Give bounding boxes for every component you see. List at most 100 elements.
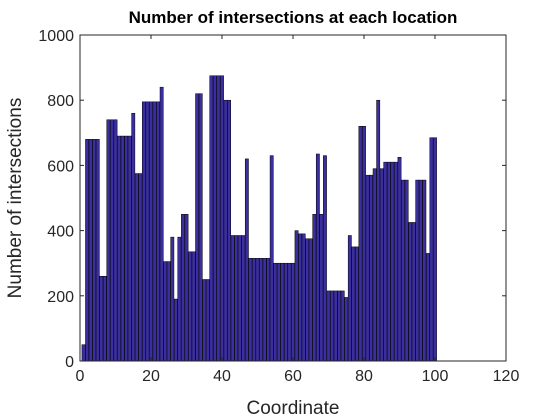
bar-18 [142, 101, 146, 362]
bar-53 [266, 258, 271, 362]
bar-47 [244, 158, 249, 362]
bar-33 [195, 93, 200, 362]
bar-24 [163, 261, 168, 362]
bar-58 [284, 262, 288, 362]
y-tick-label: 0 [65, 354, 74, 371]
bar-36 [205, 279, 210, 362]
bar-11 [117, 135, 121, 362]
bar-38 [213, 75, 217, 362]
bar-69 [323, 155, 327, 362]
x-axis-ticks: 0 20 40 60 80 100 120 [76, 35, 520, 385]
bar-2 [85, 139, 89, 362]
bar-100 [433, 137, 437, 362]
bar-80 [362, 126, 366, 362]
bar-64 [305, 238, 310, 362]
bar-65 [308, 238, 313, 362]
y-axis-label: Number of intersections [5, 98, 26, 299]
bar-19 [145, 101, 150, 362]
bar-74 [340, 290, 345, 362]
bar-45 [237, 235, 242, 362]
bar-15 [131, 112, 136, 362]
bar-67 [315, 153, 320, 362]
bar-5 [95, 139, 100, 362]
y-tick-label: 1000 [38, 28, 74, 45]
bar-29 [181, 214, 185, 362]
bar-1 [81, 344, 86, 362]
bar-93 [408, 222, 413, 362]
bar-49 [252, 258, 256, 362]
bar-20 [149, 101, 153, 362]
bar-39 [216, 75, 221, 362]
bar-85 [379, 168, 384, 362]
bar-71 [330, 290, 334, 362]
x-tick-label: 100 [422, 368, 449, 385]
bar-68 [319, 214, 324, 362]
x-tick-label: 60 [284, 368, 302, 385]
x-tick-label: 80 [355, 368, 373, 385]
bar-79 [358, 126, 363, 362]
bar-41 [223, 99, 228, 362]
x-axis-label: Coordinate [247, 398, 340, 419]
bar-46 [241, 235, 246, 362]
bar-70 [326, 290, 331, 362]
bar-22 [156, 101, 160, 362]
bar-34 [198, 93, 203, 362]
y-tick-label: 600 [47, 158, 74, 175]
x-tick-label: 40 [213, 368, 231, 385]
bar-62 [298, 233, 302, 362]
x-tick-label: 20 [142, 368, 160, 385]
bar-60 [291, 262, 295, 362]
y-axis-ticks: 0 200 400 600 800 1000 [38, 28, 506, 371]
bar-97 [422, 179, 427, 362]
bar-78 [355, 246, 359, 362]
bar-55 [273, 262, 278, 362]
bar-73 [337, 290, 342, 362]
bar-76 [347, 235, 352, 362]
bar-52 [262, 258, 267, 362]
bar-16 [134, 173, 139, 362]
bar-89 [394, 161, 398, 362]
bar-42 [227, 99, 231, 362]
x-tick-label: 120 [493, 368, 520, 385]
bar-13 [124, 135, 129, 362]
bar-26 [170, 236, 175, 362]
bar-94 [411, 222, 416, 362]
bar-61 [294, 230, 299, 362]
bar-95 [415, 179, 420, 362]
bar-8 [106, 119, 111, 362]
x-tick-label: 0 [76, 368, 85, 385]
bar-90 [397, 157, 402, 362]
bar-77 [351, 246, 356, 362]
bar-37 [209, 75, 214, 362]
bar-44 [234, 235, 239, 362]
bar-12 [120, 135, 125, 362]
bar-27 [173, 298, 178, 362]
bar-23 [159, 86, 164, 362]
bar-96 [418, 179, 423, 362]
bar-98 [426, 253, 430, 362]
y-tick-label: 800 [47, 93, 74, 110]
bar-4 [92, 139, 97, 362]
bar-3 [88, 139, 93, 362]
bar-32 [191, 251, 196, 362]
bar-81 [365, 174, 370, 362]
bar-30 [184, 214, 189, 362]
bar-31 [188, 251, 192, 362]
y-tick-label: 400 [47, 224, 74, 241]
bar-25 [166, 261, 171, 362]
bar-84 [376, 99, 381, 362]
bar-56 [276, 262, 281, 362]
bar-57 [280, 262, 285, 362]
bar-10 [113, 119, 118, 362]
bar-43 [230, 235, 235, 362]
bar-7 [102, 275, 107, 362]
bar-48 [248, 258, 253, 362]
bar-63 [301, 233, 306, 362]
bar-99 [429, 137, 434, 362]
bar-14 [127, 135, 132, 362]
bar-40 [220, 75, 224, 362]
bar-82 [369, 174, 373, 362]
bar-50 [255, 258, 260, 362]
bar-75 [344, 297, 349, 362]
